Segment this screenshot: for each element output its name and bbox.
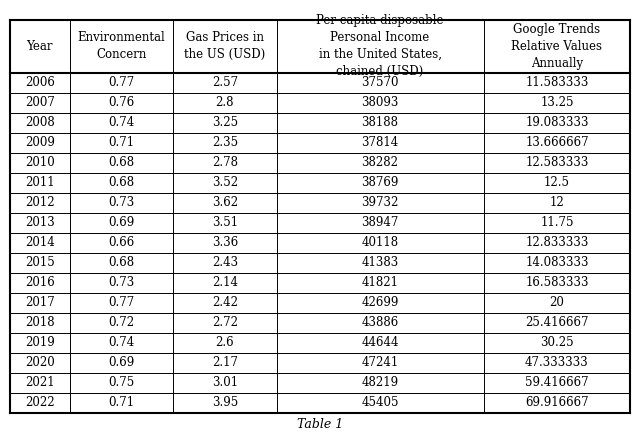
Text: 2.35: 2.35 bbox=[212, 136, 238, 149]
Text: 30.25: 30.25 bbox=[540, 336, 574, 350]
Text: 11.75: 11.75 bbox=[540, 216, 573, 229]
Text: 2.78: 2.78 bbox=[212, 156, 238, 169]
Text: 2.8: 2.8 bbox=[216, 96, 234, 109]
Text: 47241: 47241 bbox=[362, 357, 399, 369]
Text: 2021: 2021 bbox=[25, 376, 54, 389]
Text: 0.73: 0.73 bbox=[108, 276, 134, 289]
Text: 3.95: 3.95 bbox=[212, 396, 238, 409]
Text: 41383: 41383 bbox=[362, 257, 399, 269]
Text: 13.666667: 13.666667 bbox=[525, 136, 589, 149]
Text: 43886: 43886 bbox=[362, 316, 399, 329]
Text: 42699: 42699 bbox=[362, 296, 399, 309]
Text: 38947: 38947 bbox=[362, 216, 399, 229]
Text: 2011: 2011 bbox=[25, 176, 54, 189]
Text: 40118: 40118 bbox=[362, 236, 399, 250]
Text: 2012: 2012 bbox=[25, 196, 54, 209]
Text: 2019: 2019 bbox=[25, 336, 54, 350]
Text: 0.77: 0.77 bbox=[108, 296, 134, 309]
Text: 2008: 2008 bbox=[25, 116, 54, 129]
Text: 3.51: 3.51 bbox=[212, 216, 238, 229]
Text: 37570: 37570 bbox=[362, 76, 399, 89]
Text: 0.75: 0.75 bbox=[108, 376, 134, 389]
Text: 2007: 2007 bbox=[25, 96, 54, 109]
Text: 2009: 2009 bbox=[25, 136, 54, 149]
Text: 25.416667: 25.416667 bbox=[525, 316, 589, 329]
Text: 0.73: 0.73 bbox=[108, 196, 134, 209]
Text: 39732: 39732 bbox=[362, 196, 399, 209]
Text: 0.71: 0.71 bbox=[108, 396, 134, 409]
Text: 38282: 38282 bbox=[362, 156, 399, 169]
Text: 2015: 2015 bbox=[25, 257, 54, 269]
Text: 2.57: 2.57 bbox=[212, 76, 238, 89]
Text: Year: Year bbox=[26, 40, 53, 53]
Text: 20: 20 bbox=[550, 296, 564, 309]
Text: 3.01: 3.01 bbox=[212, 376, 238, 389]
Text: 0.68: 0.68 bbox=[108, 176, 134, 189]
Text: Per capita disposable
Personal Income
in the United States,
chained (USD): Per capita disposable Personal Income in… bbox=[316, 14, 444, 78]
Text: 2.6: 2.6 bbox=[216, 336, 234, 350]
Text: 45405: 45405 bbox=[362, 396, 399, 409]
Text: 11.583333: 11.583333 bbox=[525, 76, 589, 89]
Text: 12.5: 12.5 bbox=[544, 176, 570, 189]
Text: 38093: 38093 bbox=[362, 96, 399, 109]
Text: 0.77: 0.77 bbox=[108, 76, 134, 89]
Text: 2.43: 2.43 bbox=[212, 257, 238, 269]
Text: 2013: 2013 bbox=[25, 216, 54, 229]
Text: 0.69: 0.69 bbox=[108, 216, 134, 229]
Text: 0.68: 0.68 bbox=[108, 156, 134, 169]
Text: Table 1: Table 1 bbox=[297, 419, 343, 431]
Text: 16.583333: 16.583333 bbox=[525, 276, 589, 289]
Text: 38769: 38769 bbox=[362, 176, 399, 189]
Text: 3.62: 3.62 bbox=[212, 196, 238, 209]
Text: 3.25: 3.25 bbox=[212, 116, 238, 129]
Text: 41821: 41821 bbox=[362, 276, 399, 289]
Text: 2.14: 2.14 bbox=[212, 276, 238, 289]
Text: 0.74: 0.74 bbox=[108, 336, 134, 350]
Text: 2.72: 2.72 bbox=[212, 316, 238, 329]
Text: 2016: 2016 bbox=[25, 276, 54, 289]
Text: 12: 12 bbox=[550, 196, 564, 209]
Text: 48219: 48219 bbox=[362, 376, 399, 389]
Text: 0.69: 0.69 bbox=[108, 357, 134, 369]
Text: 2017: 2017 bbox=[25, 296, 54, 309]
Text: 0.72: 0.72 bbox=[108, 316, 134, 329]
Text: 0.76: 0.76 bbox=[108, 96, 134, 109]
Text: 2022: 2022 bbox=[25, 396, 54, 409]
Text: 19.083333: 19.083333 bbox=[525, 116, 589, 129]
Text: 12.583333: 12.583333 bbox=[525, 156, 589, 169]
Text: 47.333333: 47.333333 bbox=[525, 357, 589, 369]
Text: 59.416667: 59.416667 bbox=[525, 376, 589, 389]
Text: 2020: 2020 bbox=[25, 357, 54, 369]
Text: 38188: 38188 bbox=[362, 116, 399, 129]
Text: 2014: 2014 bbox=[25, 236, 54, 250]
Text: 0.66: 0.66 bbox=[108, 236, 134, 250]
Text: 37814: 37814 bbox=[362, 136, 399, 149]
Text: 12.833333: 12.833333 bbox=[525, 236, 589, 250]
Text: 2006: 2006 bbox=[25, 76, 54, 89]
Text: 2010: 2010 bbox=[25, 156, 54, 169]
Text: 0.68: 0.68 bbox=[108, 257, 134, 269]
Text: 2.17: 2.17 bbox=[212, 357, 238, 369]
Text: 0.74: 0.74 bbox=[108, 116, 134, 129]
Text: 44644: 44644 bbox=[362, 336, 399, 350]
Text: 2018: 2018 bbox=[25, 316, 54, 329]
Text: 2.42: 2.42 bbox=[212, 296, 238, 309]
Text: Google Trends
Relative Values
Annually: Google Trends Relative Values Annually bbox=[511, 23, 602, 70]
Text: 3.36: 3.36 bbox=[212, 236, 238, 250]
Text: 69.916667: 69.916667 bbox=[525, 396, 589, 409]
Text: 3.52: 3.52 bbox=[212, 176, 238, 189]
Text: 0.71: 0.71 bbox=[108, 136, 134, 149]
Text: 14.083333: 14.083333 bbox=[525, 257, 589, 269]
Text: Environmental
Concern: Environmental Concern bbox=[77, 31, 165, 61]
Text: 13.25: 13.25 bbox=[540, 96, 573, 109]
Text: Gas Prices in
the US (USD): Gas Prices in the US (USD) bbox=[184, 31, 266, 61]
